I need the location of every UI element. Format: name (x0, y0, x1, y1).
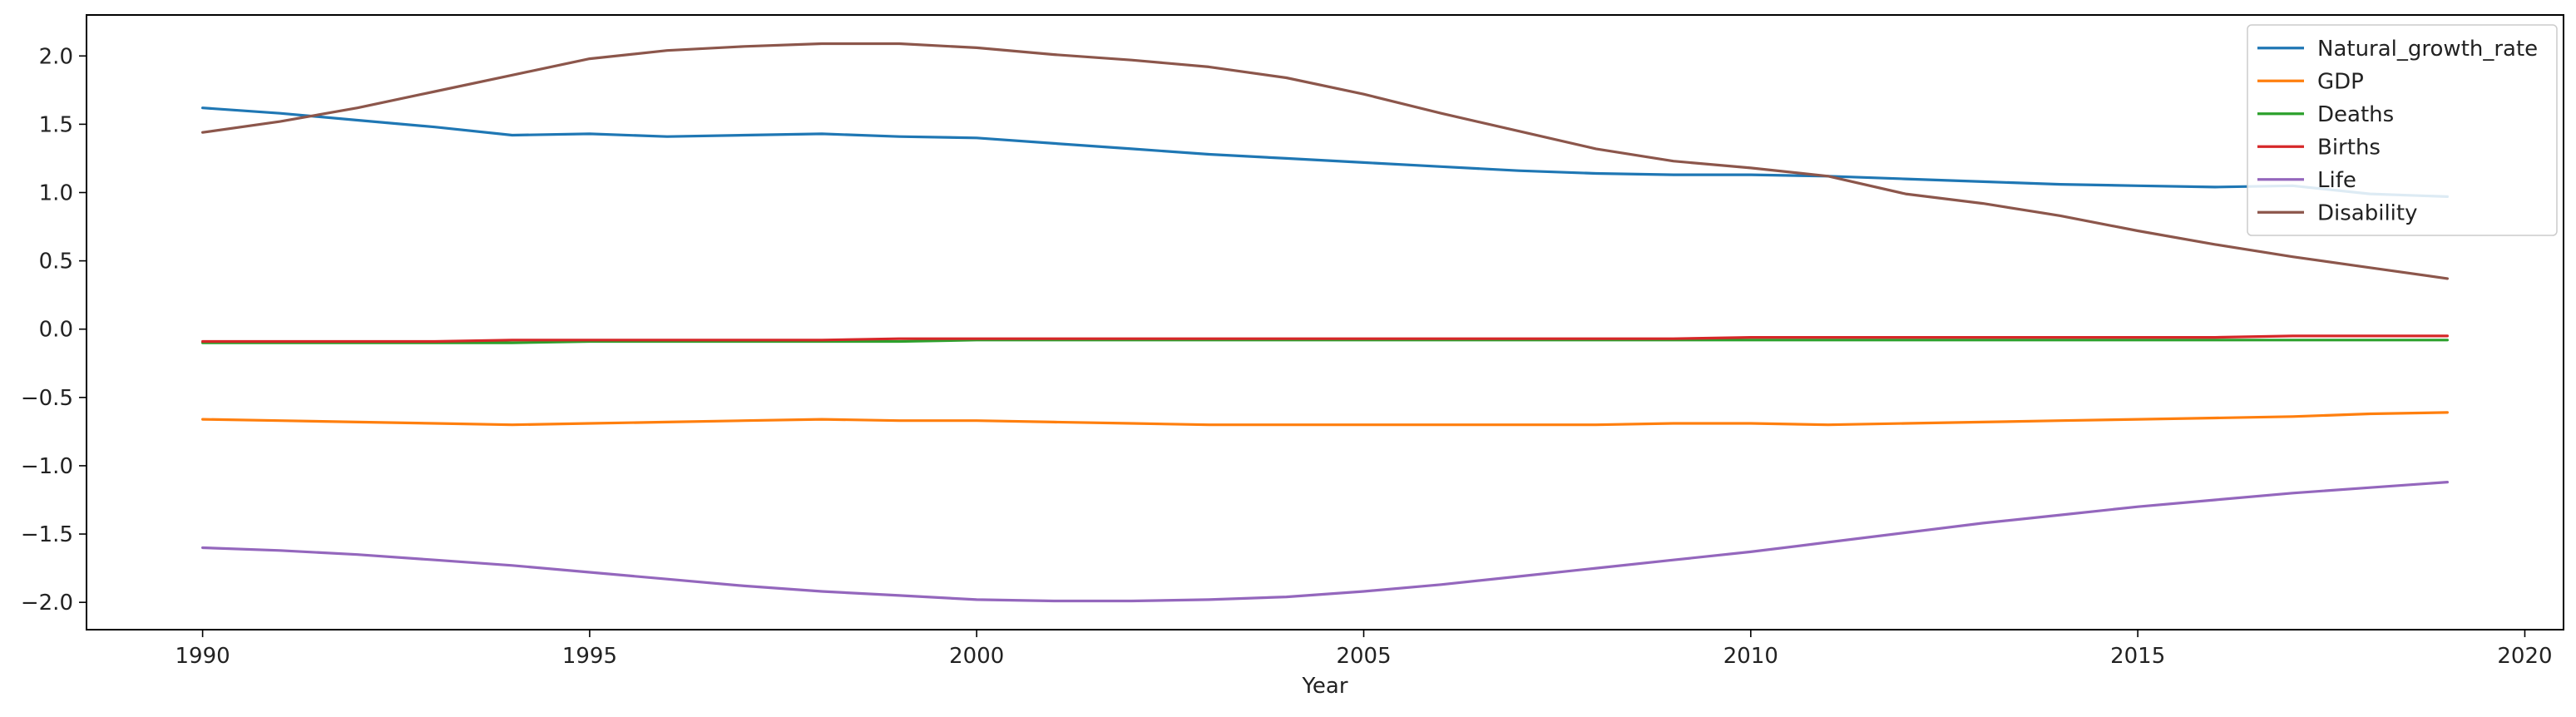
legend-box (2247, 24, 2558, 236)
x-tick-label: 1995 (562, 644, 617, 669)
y-tick-label: 1.5 (39, 112, 73, 137)
legend-label-natural_growth_rate: Natural_growth_rate (2317, 37, 2538, 62)
x-tick-label: 2010 (1723, 644, 1778, 669)
legend-label-births: Births (2317, 135, 2381, 160)
y-axis: 2.0 1.5 1.0 0.5 0.0 −0.5 −1.0 −1.5 −2.0 (21, 44, 87, 616)
x-tick-label: 2005 (1336, 644, 1391, 669)
series-layer (201, 42, 2449, 603)
plot-frame (86, 14, 2564, 630)
x-axis-title: Year (1301, 674, 1347, 699)
legend-label-deaths: Deaths (2317, 102, 2394, 127)
y-tick-label: 0.0 (39, 318, 73, 343)
legend-label-disability: Disability (2317, 200, 2417, 225)
y-tick-label: 2.0 (39, 44, 73, 69)
series-line-disability (201, 42, 2449, 280)
y-tick-label: −1.5 (21, 522, 73, 547)
x-tick-label: 1990 (176, 644, 230, 669)
x-tick-label: 2015 (2110, 644, 2165, 669)
x-tick-label: 2020 (2497, 644, 2552, 669)
series-line-births (201, 334, 2449, 344)
legend-label-life: Life (2317, 168, 2356, 193)
series-line-natural_growth_rate (201, 106, 2449, 198)
legend-label-gdp: GDP (2317, 69, 2364, 94)
y-tick-label: −1.0 (21, 454, 73, 479)
y-tick-label: 1.0 (39, 180, 73, 205)
x-axis: 1990 1995 2000 2005 2010 2015 2020 (176, 630, 2553, 669)
x-tick-label: 2000 (949, 644, 1004, 669)
legend: Natural_growth_rate GDP Deaths Births Life Di… (2247, 24, 2558, 236)
series-line-life (201, 480, 2449, 603)
y-tick-label: −2.0 (21, 591, 73, 616)
y-tick-label: 0.5 (39, 250, 73, 274)
y-tick-label: −0.5 (21, 386, 73, 411)
series-line-gdp (201, 411, 2449, 427)
